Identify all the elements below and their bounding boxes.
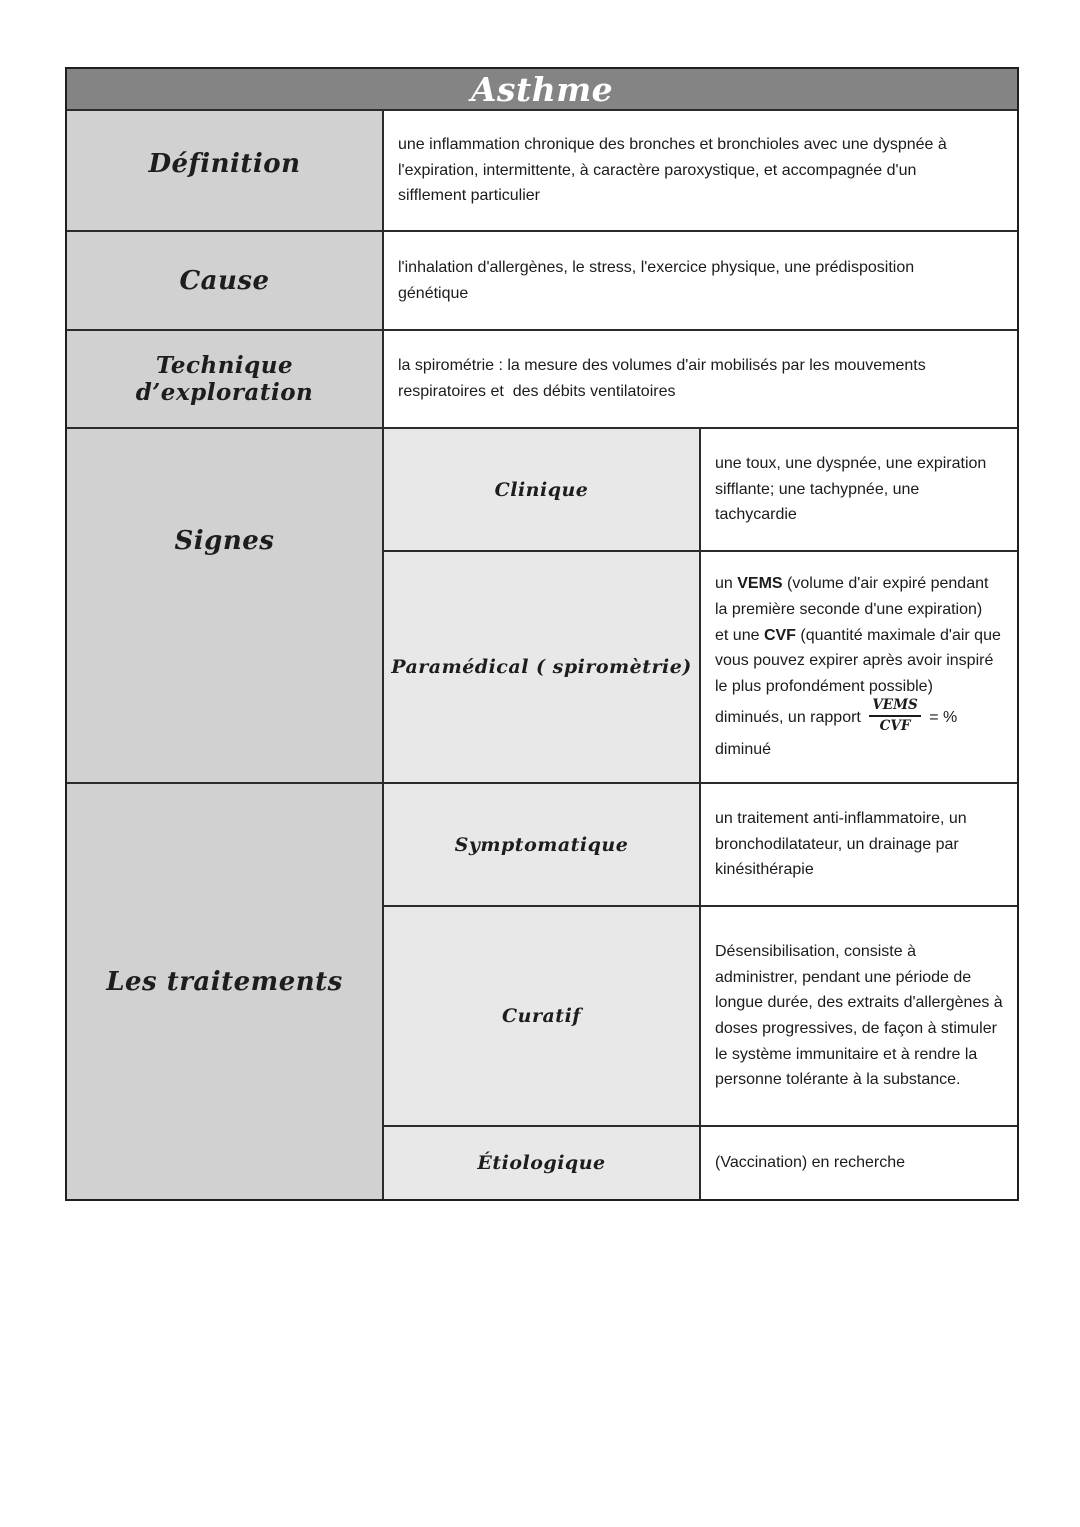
table-header: Asthme bbox=[67, 69, 1017, 109]
paramedical-text-part: un bbox=[715, 575, 738, 593]
technique-content: la spirométrie : la mesure des volumes d… bbox=[398, 357, 931, 400]
paramedical-content-cell: un VEMS (volume d'air expiré pendant la … bbox=[701, 552, 1017, 782]
symptomatique-content-cell: un traitement anti-inflammatoire, un bro… bbox=[701, 784, 1017, 905]
definition-label: Définition bbox=[148, 148, 301, 179]
paramedical-label-cell: Paramédical ( spiromètrie) bbox=[384, 552, 699, 782]
definition-content: une inflammation chronique des bronches … bbox=[398, 136, 952, 205]
etiologique-label-cell: Étiologique bbox=[384, 1127, 699, 1199]
cause-label: Cause bbox=[179, 265, 270, 296]
paramedical-text-part: (quantité maximale d'air que vous pouvez… bbox=[715, 626, 1006, 727]
cause-content: l'inhalation d'allergènes, le stress, l'… bbox=[398, 258, 919, 302]
paramedical-content: un VEMS (volume d'air expiré pendant la … bbox=[715, 571, 1003, 762]
table-title: Asthme bbox=[470, 69, 614, 109]
asthme-table: Asthme Définition une inflammation chron… bbox=[65, 67, 1019, 1201]
definition-content-cell: une inflammation chronique des bronches … bbox=[384, 111, 1017, 230]
clinique-content: une toux, une dyspnée, une expiration si… bbox=[715, 455, 991, 524]
symptomatique-label-cell: Symptomatique bbox=[384, 784, 699, 905]
clinique-label: Clinique bbox=[494, 478, 589, 501]
fraction-numerator: VEMS bbox=[869, 697, 921, 718]
technique-label-cell: Technique d’exploration bbox=[67, 331, 382, 427]
cvf-term: CVF bbox=[763, 626, 796, 644]
curatif-content-cell: Désensibilisation, consiste à administre… bbox=[701, 907, 1017, 1125]
curatif-content: Désensibilisation, consiste à administre… bbox=[715, 943, 1008, 1089]
cause-label-cell: Cause bbox=[67, 232, 382, 329]
definition-label-cell: Définition bbox=[67, 111, 382, 230]
etiologique-label: Étiologique bbox=[477, 1152, 606, 1174]
signes-label-cell: Signes bbox=[67, 429, 382, 782]
traitements-label: Les traitements bbox=[106, 966, 343, 997]
clinique-label-cell: Clinique bbox=[384, 429, 699, 550]
vems-cvf-fraction: VEMS CVF bbox=[869, 697, 921, 735]
etiologique-content-cell: (Vaccination) en recherche bbox=[701, 1127, 1017, 1199]
cause-content-cell: l'inhalation d'allergènes, le stress, l'… bbox=[384, 232, 1017, 329]
signes-label: Signes bbox=[174, 525, 275, 556]
vems-term: VEMS bbox=[737, 575, 783, 593]
technique-content-cell: la spirométrie : la mesure des volumes d… bbox=[384, 331, 1017, 427]
paramedical-text-part: (volume d'air expiré pendant la première… bbox=[715, 575, 993, 644]
curatif-label-cell: Curatif bbox=[384, 907, 699, 1125]
paramedical-label: Paramédical ( spiromètrie) bbox=[391, 656, 692, 678]
symptomatique-label: Symptomatique bbox=[454, 833, 629, 856]
fraction-denominator: CVF bbox=[879, 718, 911, 735]
symptomatique-content: un traitement anti-inflammatoire, un bro… bbox=[715, 810, 972, 879]
technique-label: Technique d’exploration bbox=[135, 352, 314, 406]
etiologique-content: (Vaccination) en recherche bbox=[715, 1154, 906, 1172]
curatif-label: Curatif bbox=[502, 1005, 581, 1027]
traitements-label-cell: Les traitements bbox=[67, 784, 382, 1199]
clinique-content-cell: une toux, une dyspnée, une expiration si… bbox=[701, 429, 1017, 550]
paramedical-text-part: = % diminué bbox=[715, 709, 962, 759]
